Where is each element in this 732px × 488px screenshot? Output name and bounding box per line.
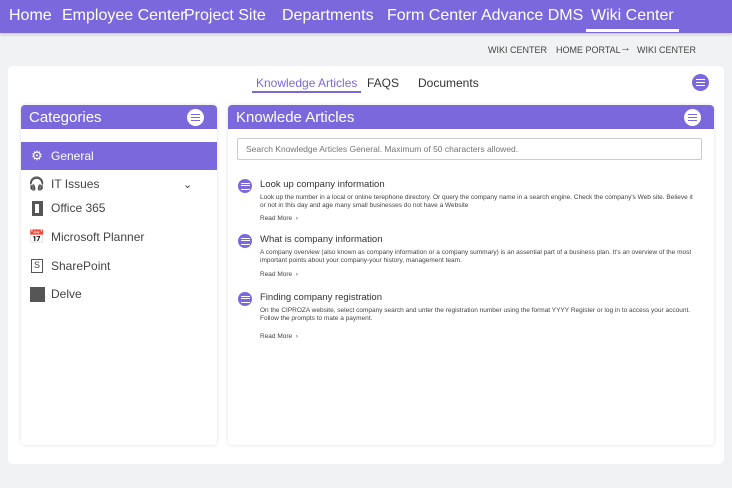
top-nav: Home Employee Center Project Site Depart… [0, 0, 732, 33]
chevron-down-icon[interactable]: ⌄ [183, 178, 193, 191]
articles-title: Knowlede Articles [236, 109, 355, 126]
articles-header: Knowlede Articles [228, 105, 714, 129]
read-more-link[interactable]: Read More › [260, 333, 298, 340]
gear-icon: ⚙ [31, 148, 43, 163]
article-title[interactable]: What is company information [260, 234, 383, 245]
read-more-link[interactable]: Read More › [260, 215, 298, 222]
office-icon [29, 200, 45, 216]
menu-icon[interactable] [692, 74, 709, 91]
breadcrumb-home[interactable]: HOME PORTAL [556, 45, 621, 55]
sharepoint-icon: S [29, 258, 45, 274]
tab-knowledge-articles[interactable]: Knowledge Articles [252, 76, 362, 93]
nav-home[interactable]: Home [9, 7, 52, 24]
category-label: Delve [51, 287, 82, 301]
category-office-365[interactable]: Office 365 [21, 195, 217, 221]
article-body: On the CIPROZA website, select company s… [260, 307, 691, 322]
nav-project-site[interactable]: Project Site [184, 7, 266, 24]
nav-wiki-center[interactable]: Wiki Center [586, 7, 679, 32]
list-icon [238, 179, 252, 193]
article-body: Look up the number in a local or online … [260, 194, 693, 209]
category-label: General [51, 149, 94, 163]
arrow-right-icon: → [620, 42, 631, 54]
category-label: Microsoft Planner [51, 230, 145, 244]
categories-panel: Categories ⚙ General 🎧 IT Issues ⌄ Office 3… [21, 105, 217, 445]
search-input[interactable] [237, 138, 702, 160]
article-title[interactable]: Look up company information [260, 179, 385, 190]
nav-form-center[interactable]: Form Center [387, 7, 477, 24]
article-body: A company overview (also known as compan… [260, 249, 692, 264]
calendar-icon: 📅 [28, 229, 46, 244]
list-icon [238, 234, 252, 248]
categories-title: Categories [29, 109, 102, 126]
category-general[interactable]: ⚙ General [21, 142, 217, 170]
categories-header: Categories [21, 105, 217, 129]
articles-menu-icon[interactable] [684, 109, 701, 126]
category-microsoft-planner[interactable]: 📅 Microsoft Planner [21, 224, 217, 250]
breadcrumb-current: WIKI CENTER [488, 45, 548, 55]
category-label: Office 365 [51, 201, 106, 215]
list-icon [238, 292, 252, 306]
categories-menu-icon[interactable] [187, 109, 204, 126]
tab-faqs[interactable]: FAQS [367, 76, 400, 90]
category-sharepoint[interactable]: S SharePoint [21, 253, 217, 279]
category-delve[interactable]: Delve [21, 281, 217, 307]
headset-icon: 🎧 [28, 176, 46, 191]
tab-documents[interactable]: Documents [418, 76, 479, 90]
category-label: SharePoint [51, 259, 111, 273]
delve-icon [29, 286, 45, 302]
main-card: Knowledge Articles FAQS Documents Catego… [8, 66, 724, 464]
nav-advance-dms[interactable]: Advance DMS [481, 7, 584, 24]
nav-departments[interactable]: Departments [282, 7, 374, 24]
article-title[interactable]: Finding company registration [260, 292, 382, 303]
breadcrumb-target: WIKI CENTER [637, 45, 697, 55]
nav-employee-center[interactable]: Employee Center [62, 7, 186, 24]
read-more-link[interactable]: Read More › [260, 271, 298, 278]
category-label: IT Issues [51, 177, 100, 191]
category-it-issues[interactable]: 🎧 IT Issues ⌄ [21, 171, 217, 197]
articles-panel: Knowlede Articles Look up company inform… [228, 105, 714, 445]
